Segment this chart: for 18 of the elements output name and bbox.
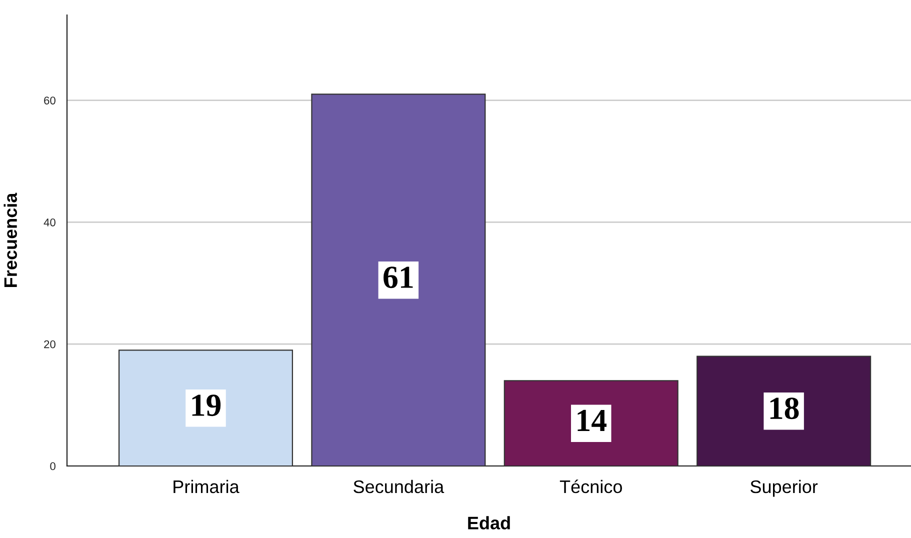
bar: [696, 356, 872, 466]
bar: [504, 380, 678, 466]
y-axis-title: Frecuencia: [4, 192, 18, 287]
y-tick-label: 60: [44, 96, 56, 104]
bar: [118, 350, 294, 466]
data-label: 19: [192, 394, 221, 416]
x-axis-title: Edad: [468, 516, 510, 530]
x-tick-label: Primaria: [174, 480, 240, 494]
x-tick-label: Secundaria: [354, 480, 444, 494]
data-label: 14: [578, 410, 607, 432]
y-tick-label: 0: [50, 462, 56, 470]
bar: [311, 94, 486, 466]
y-tick-label: 20: [44, 340, 56, 348]
y-tick-label: 40: [44, 218, 56, 226]
x-tick-label: Técnico: [560, 480, 622, 494]
data-label: 61: [384, 266, 413, 288]
x-tick-label: Superior: [750, 480, 818, 497]
data-label: 18: [770, 398, 799, 420]
